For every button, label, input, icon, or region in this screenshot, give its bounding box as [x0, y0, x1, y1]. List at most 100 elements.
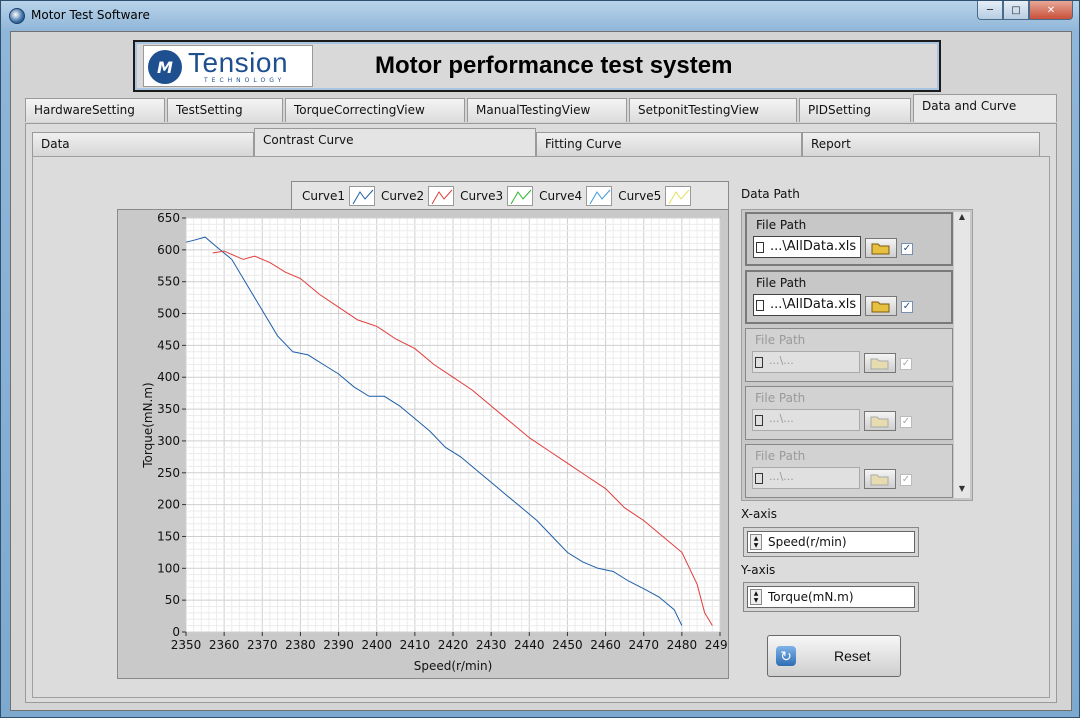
- y-axis-value: Torque(mN.m): [768, 590, 854, 604]
- file-path-value: ...\...: [769, 354, 794, 367]
- x-tick-label: 2430: [476, 638, 507, 652]
- y-axis-label: Y-axis: [741, 563, 776, 577]
- tab-report[interactable]: Report: [802, 132, 1040, 156]
- x-tick-label: 2400: [361, 638, 392, 652]
- include-checkbox: ✓: [900, 474, 912, 486]
- x-tick-label: 2360: [209, 638, 240, 652]
- curve2-swatch: [428, 186, 455, 206]
- y-tick-label: 300: [157, 434, 180, 448]
- file-path-item: File Path ...\... ✓: [745, 386, 953, 440]
- client-area: M Tension TECHNOLOGY Motor performance t…: [10, 31, 1072, 711]
- include-checkbox[interactable]: ✓: [901, 243, 913, 255]
- include-checkbox: ✓: [900, 416, 912, 428]
- y-tick-label: 50: [165, 593, 180, 607]
- legend-item[interactable]: Curve2: [381, 186, 455, 206]
- file-path-item: File Path ...\... ✓: [745, 328, 953, 382]
- data-and-curve-panel: Data Contrast Curve Fitting Curve Report…: [25, 123, 1057, 703]
- file-path-input[interactable]: ...\AllData.xls: [753, 236, 861, 258]
- path-prefix-icon: [756, 300, 764, 311]
- title-bar: Motor Test Software ─ □ ✕: [1, 1, 1079, 31]
- x-axis-selector[interactable]: ▲ ▼ Speed(r/min): [743, 527, 919, 557]
- legend-label: Curve3: [460, 189, 504, 203]
- tab-pidsetting[interactable]: PIDSetting: [799, 98, 911, 122]
- tab-contrast-curve[interactable]: Contrast Curve: [254, 128, 536, 156]
- scroll-up-icon[interactable]: ▲: [958, 212, 966, 221]
- logo-subtext: TECHNOLOGY: [204, 77, 286, 84]
- y-tick-label: 250: [157, 466, 180, 480]
- path-prefix-icon: [756, 242, 764, 253]
- close-button[interactable]: ✕: [1029, 1, 1073, 20]
- data-path-label: Data Path: [741, 187, 800, 201]
- spinner-icon[interactable]: ▲ ▼: [750, 534, 762, 550]
- y-tick-label: 100: [157, 561, 180, 575]
- reset-button[interactable]: ↻ Reset: [767, 635, 901, 677]
- legend-item[interactable]: Curve5: [618, 186, 692, 206]
- tab-setponittestingview[interactable]: SetponitTestingView: [629, 98, 797, 122]
- series-line-curve2: [212, 250, 713, 626]
- tab-data[interactable]: Data: [32, 132, 254, 156]
- scroll-down-icon[interactable]: ▼: [958, 484, 966, 493]
- y-tick-label: 450: [157, 338, 180, 352]
- browse-folder-button[interactable]: [865, 296, 897, 316]
- chart-svg[interactable]: 2350 2360 2370 2380 2390 2400 2410 2420 2430 2440…: [118, 210, 728, 678]
- minimize-button[interactable]: ─: [977, 1, 1003, 20]
- y-tick-label: 500: [157, 307, 180, 321]
- logo-mark-icon: M: [148, 50, 182, 84]
- x-axis-label: X-axis: [741, 507, 777, 521]
- curve4-swatch: [586, 186, 613, 206]
- page-title: Motor performance test system: [375, 52, 733, 79]
- y-tick-label: 400: [157, 370, 180, 384]
- file-path-label: File Path: [755, 391, 806, 405]
- browse-folder-button[interactable]: [865, 238, 897, 258]
- folder-icon: [871, 301, 890, 313]
- company-logo: M Tension TECHNOLOGY: [143, 45, 313, 87]
- legend-item[interactable]: Curve3: [460, 186, 534, 206]
- file-path-item: File Path ...\... ✓: [745, 444, 953, 498]
- app-icon: [9, 8, 25, 24]
- x-tick-label: 2380: [285, 638, 316, 652]
- y-tick-label: 350: [157, 402, 180, 416]
- file-path-input: ...\...: [752, 409, 860, 431]
- include-checkbox[interactable]: ✓: [901, 301, 913, 313]
- tab-torquecorrectingview[interactable]: TorqueCorrectingView: [285, 98, 465, 122]
- tab-hardwaresetting[interactable]: HardwareSetting: [25, 98, 165, 122]
- y-axis-selector[interactable]: ▲ ▼ Torque(mN.m): [743, 582, 919, 612]
- logo-text: Tension: [188, 47, 289, 78]
- maximize-button[interactable]: □: [1003, 1, 1029, 20]
- data-path-scrollbar[interactable]: ▲ ▼: [954, 212, 970, 498]
- x-tick-label: 2450: [552, 638, 583, 652]
- y-tick-label: 200: [157, 498, 180, 512]
- x-axis-value: Speed(r/min): [768, 535, 847, 549]
- curve5-swatch: [665, 186, 692, 206]
- series-line-curve1: [185, 236, 683, 626]
- legend-label: Curve4: [539, 189, 583, 203]
- contrast-curve-chart: 2350 2360 2370 2380 2390 2400 2410 2420 2430 2440…: [117, 209, 729, 679]
- folder-icon: [870, 358, 889, 370]
- spinner-icon[interactable]: ▲ ▼: [750, 589, 762, 605]
- y-tick-label: 150: [157, 529, 180, 543]
- x-axis-title: Speed(r/min): [414, 659, 493, 673]
- y-axis-title: Torque(mN.m): [141, 382, 155, 469]
- path-prefix-icon: [755, 357, 763, 368]
- x-tick-label: 2460: [590, 638, 621, 652]
- reset-label: Reset: [834, 648, 871, 664]
- curve1-swatch: [349, 186, 376, 206]
- folder-icon: [870, 474, 889, 486]
- tab-fitting-curve[interactable]: Fitting Curve: [536, 132, 802, 156]
- tab-data-and-curve[interactable]: Data and Curve: [913, 94, 1057, 122]
- legend-item[interactable]: Curve4: [539, 186, 613, 206]
- contrast-curve-panel: Curve1 Curve2 Curve3 Curve4 Curve5 2350 2…: [32, 156, 1050, 698]
- file-path-input: ...\...: [752, 467, 860, 489]
- folder-icon: [870, 416, 889, 428]
- curve3-swatch: [507, 186, 534, 206]
- file-path-value: ...\...: [769, 412, 794, 425]
- legend-item[interactable]: Curve1: [302, 186, 376, 206]
- file-path-input[interactable]: ...\AllData.xls: [753, 294, 861, 316]
- folder-icon: [871, 243, 890, 255]
- legend-label: Curve5: [618, 189, 662, 203]
- browse-folder-button: [864, 353, 896, 373]
- tab-manualtestingview[interactable]: ManualTestingView: [467, 98, 627, 122]
- tab-testsetting[interactable]: TestSetting: [167, 98, 283, 122]
